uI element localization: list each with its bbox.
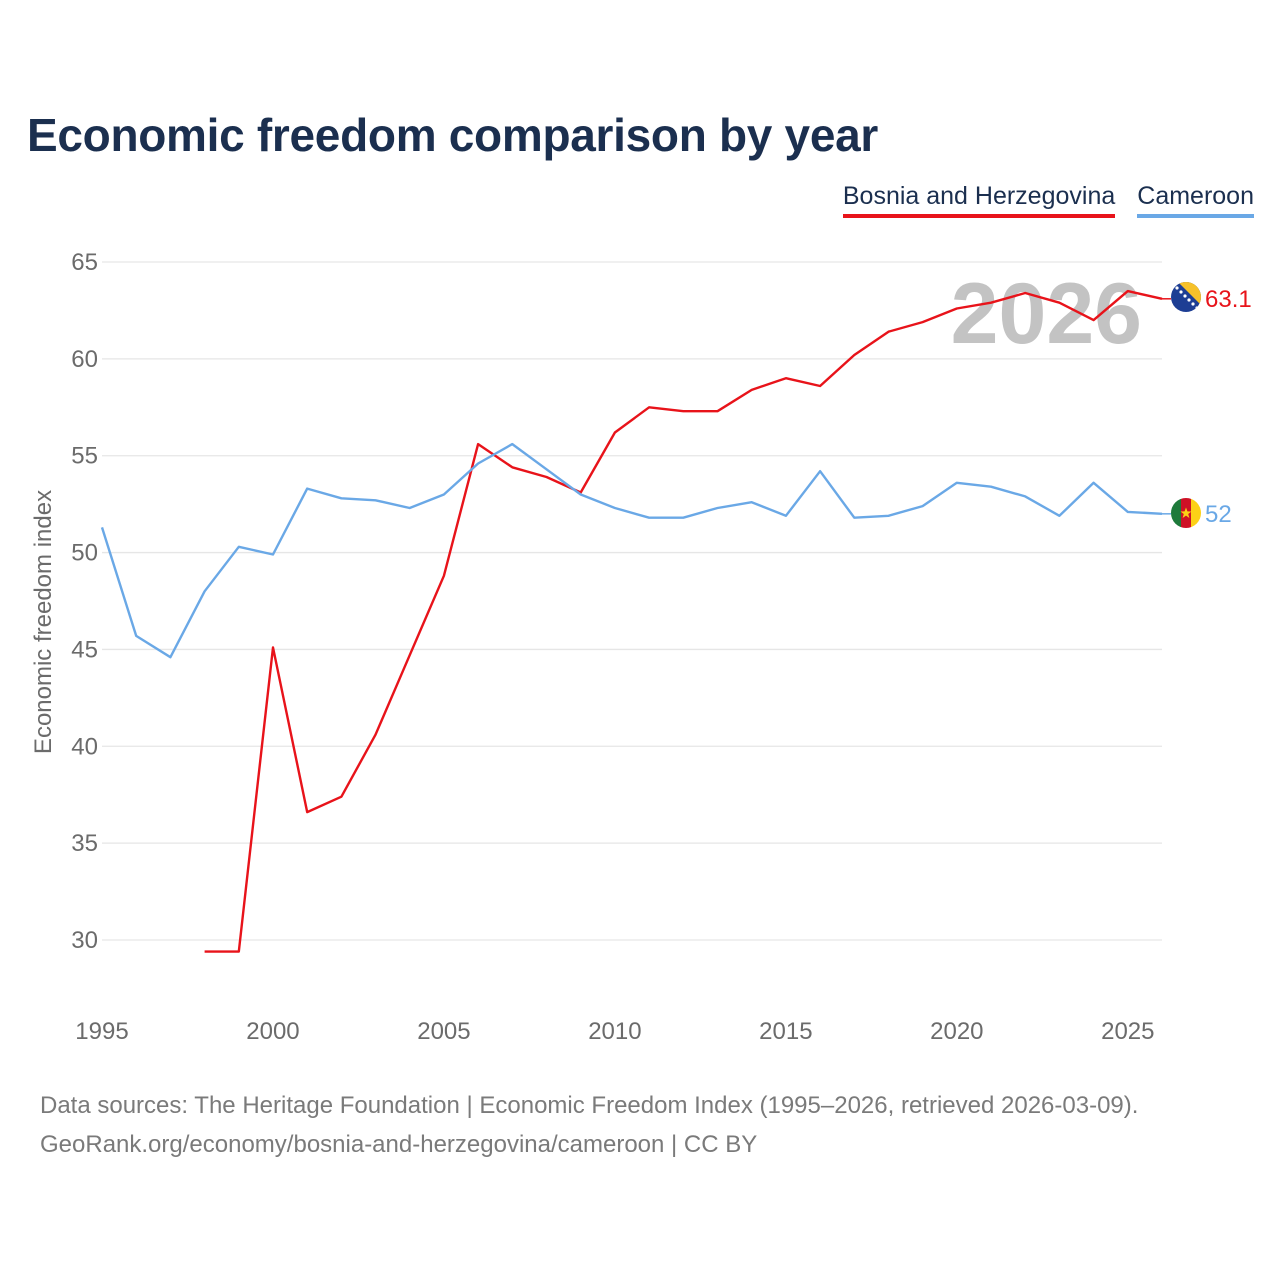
gridlines	[102, 261, 1162, 941]
x-tick-label: 2020	[930, 1018, 983, 1045]
data-point[interactable]	[472, 438, 484, 450]
data-point[interactable]	[609, 426, 621, 438]
data-point[interactable]	[643, 401, 655, 413]
data-point[interactable]	[677, 405, 689, 417]
data-point[interactable]	[882, 510, 894, 522]
data-point[interactable]	[541, 463, 553, 475]
data-point[interactable]	[814, 380, 826, 392]
data-point[interactable]	[472, 457, 484, 469]
data-point[interactable]	[711, 502, 723, 514]
legend-item-bosnia[interactable]: Bosnia and Herzegovina	[842, 182, 1116, 218]
end-value-label: 63.1	[1205, 286, 1252, 313]
data-point[interactable]	[301, 483, 313, 495]
y-tick-label: 35	[71, 830, 98, 857]
data-point[interactable]	[951, 477, 963, 489]
series-line-bosnia-and-herzegovina[interactable]	[204, 289, 1163, 953]
data-point[interactable]	[335, 492, 347, 504]
y-tick-label: 30	[71, 927, 98, 954]
data-point[interactable]	[1122, 285, 1134, 297]
data-point[interactable]	[335, 791, 347, 803]
data-point[interactable]	[404, 502, 416, 514]
data-point[interactable]	[267, 549, 279, 561]
x-tick-label: 2000	[246, 1018, 299, 1045]
data-point[interactable]	[370, 494, 382, 506]
data-point[interactable]	[1019, 287, 1031, 299]
data-point[interactable]	[711, 405, 723, 417]
data-point[interactable]	[917, 316, 929, 328]
data-point[interactable]	[746, 384, 758, 396]
data-point[interactable]	[96, 521, 108, 533]
data-point[interactable]	[506, 438, 518, 450]
x-tick-label: 2015	[759, 1018, 812, 1045]
year-watermark: 2026	[951, 266, 1142, 362]
y-tick-label: 60	[71, 346, 98, 373]
end-value-label: 52	[1205, 501, 1232, 528]
data-point[interactable]	[233, 541, 245, 553]
data-point[interactable]	[951, 302, 963, 314]
y-axis-label: Economic freedom index	[30, 490, 57, 754]
series-line-cameroon[interactable]	[100, 442, 1163, 659]
y-axis-ticks: 30 35 40 45 50 55 60 65	[71, 249, 98, 954]
data-point[interactable]	[506, 461, 518, 473]
data-point[interactable]	[985, 481, 997, 493]
data-point[interactable]	[814, 465, 826, 477]
data-point[interactable]	[780, 372, 792, 384]
data-point[interactable]	[1019, 490, 1031, 502]
data-point[interactable]	[404, 649, 416, 661]
sources-line-1: Data sources: The Heritage Foundation | …	[40, 1092, 1139, 1119]
data-point[interactable]	[1122, 506, 1134, 518]
data-point[interactable]	[882, 326, 894, 338]
data-point[interactable]	[1088, 477, 1100, 489]
x-tick-label: 1995	[75, 1018, 128, 1045]
data-point[interactable]	[746, 496, 758, 508]
x-tick-label: 2025	[1101, 1018, 1154, 1045]
data-point[interactable]	[848, 512, 860, 524]
data-point[interactable]	[780, 510, 792, 522]
data-point[interactable]	[164, 651, 176, 663]
end-labels: 63.1 52	[1205, 286, 1252, 528]
data-point[interactable]	[848, 349, 860, 361]
y-tick-label: 40	[71, 733, 98, 760]
sources-line-2[interactable]: GeoRank.org/economy/bosnia-and-herzegovi…	[40, 1131, 758, 1158]
cameroon-flag-icon	[1171, 498, 1201, 528]
data-sources: Data sources: The Heritage Foundation | …	[40, 1086, 1138, 1164]
x-axis-ticks: 1995 2000 2005 2010 2015 2020 2025	[75, 1018, 1154, 1045]
data-point[interactable]	[609, 502, 621, 514]
bosnia-flag-icon	[1171, 282, 1201, 312]
data-point[interactable]	[199, 946, 211, 958]
data-point[interactable]	[917, 500, 929, 512]
data-point[interactable]	[301, 806, 313, 818]
data-point[interactable]	[267, 641, 279, 653]
data-point[interactable]	[233, 946, 245, 958]
data-point[interactable]	[1053, 510, 1065, 522]
data-point[interactable]	[985, 297, 997, 309]
data-point[interactable]	[677, 512, 689, 524]
data-point[interactable]	[1053, 297, 1065, 309]
data-point[interactable]	[438, 570, 450, 582]
series-lines	[96, 285, 1171, 958]
y-tick-label: 55	[71, 443, 98, 470]
y-tick-label: 45	[71, 636, 98, 663]
data-point[interactable]	[130, 630, 142, 642]
data-point[interactable]	[643, 512, 655, 524]
data-point[interactable]	[438, 488, 450, 500]
chart-title: Economic freedom comparison by year	[27, 109, 878, 161]
x-tick-label: 2005	[417, 1018, 470, 1045]
legend-item-cameroon[interactable]: Cameroon	[1137, 182, 1254, 218]
legend: Bosnia and Herzegovina Cameroon	[842, 182, 1254, 218]
y-tick-label: 65	[71, 249, 98, 276]
y-tick-label: 50	[71, 540, 98, 567]
data-point[interactable]	[1088, 314, 1100, 326]
data-point[interactable]	[575, 488, 587, 500]
data-point[interactable]	[199, 585, 211, 597]
data-point[interactable]	[370, 729, 382, 741]
x-tick-label: 2010	[588, 1018, 641, 1045]
